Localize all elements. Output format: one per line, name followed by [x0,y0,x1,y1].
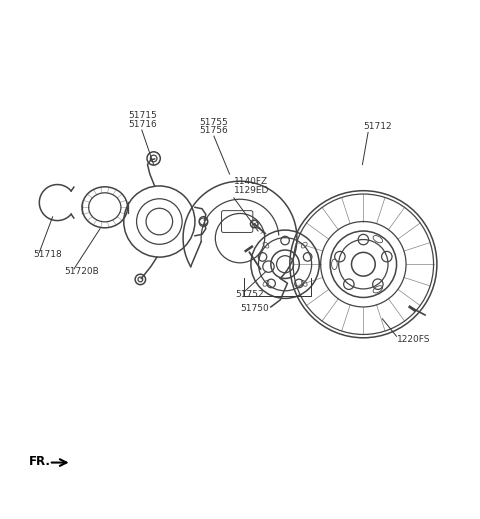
Text: 51716: 51716 [129,120,157,129]
Text: 51720B: 51720B [64,267,99,276]
Text: 51718: 51718 [34,250,62,259]
Text: 1220FS: 1220FS [396,335,430,345]
Text: 51752: 51752 [235,290,264,299]
Text: 51712: 51712 [363,122,392,131]
Text: 51750: 51750 [240,304,269,312]
Text: FR.: FR. [29,455,51,468]
Text: 51756: 51756 [200,126,228,135]
Text: 1140FZ: 1140FZ [234,177,268,186]
Text: 51755: 51755 [200,118,228,127]
Text: 51715: 51715 [129,112,157,120]
Text: 1129ED: 1129ED [234,185,269,195]
